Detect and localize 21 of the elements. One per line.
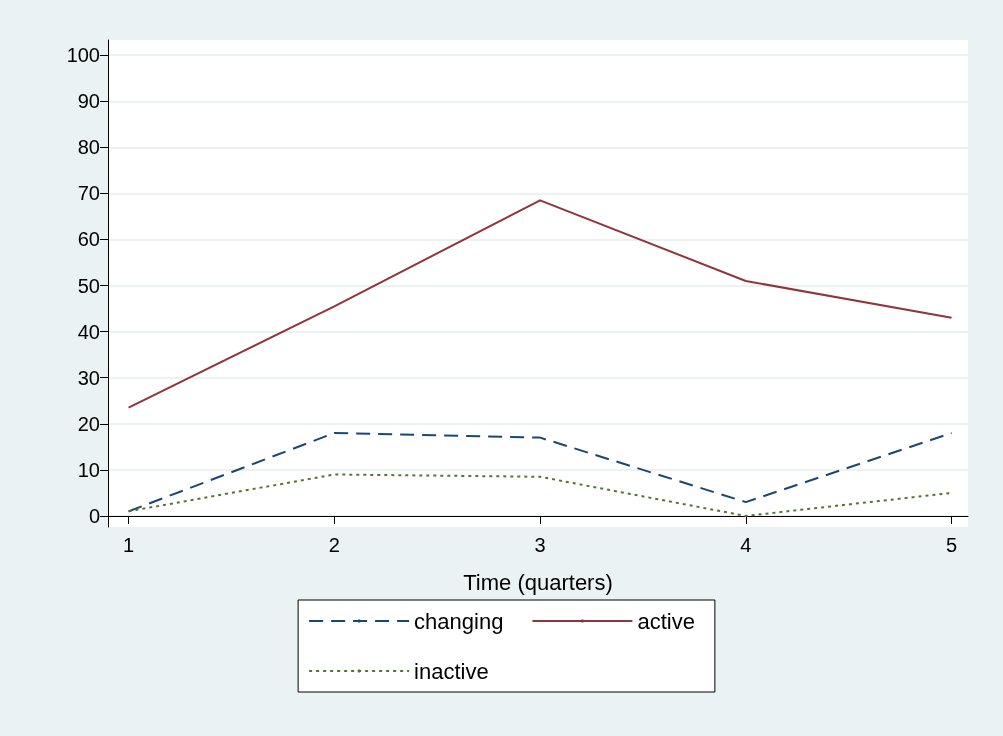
- x-tick-label: 1: [123, 534, 135, 556]
- x-tick-label: 2: [328, 534, 340, 556]
- y-tick-label: 10: [77, 458, 100, 481]
- y-tick-label: 50: [77, 274, 100, 297]
- y-tick-label: 20: [77, 412, 100, 435]
- x-tick-label: 4: [740, 534, 752, 556]
- legend-label: inactive: [414, 658, 489, 684]
- x-tick-label: 3: [534, 534, 546, 556]
- y-tick-label: 30: [77, 366, 100, 389]
- legend-label: changing: [414, 608, 504, 634]
- x-axis-title: Time (quarters): [463, 569, 613, 595]
- y-tick-label: 0: [88, 504, 100, 527]
- y-tick-label: 60: [77, 228, 100, 251]
- y-tick-label: 80: [77, 136, 100, 159]
- y-tick-label: 70: [77, 182, 100, 205]
- y-tick-label: 90: [77, 90, 100, 113]
- y-tick-label: 40: [77, 320, 100, 343]
- y-tick-label: 100: [66, 44, 100, 67]
- line-series: [127, 199, 953, 409]
- legend-label: active: [637, 608, 695, 634]
- x-tick-label: 5: [945, 534, 958, 556]
